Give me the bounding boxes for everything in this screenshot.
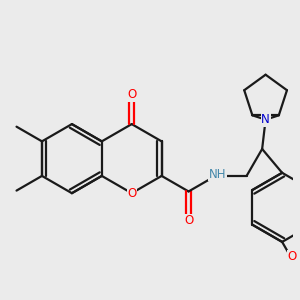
Text: O: O xyxy=(288,250,297,263)
Text: N: N xyxy=(261,113,270,126)
Text: O: O xyxy=(184,214,193,227)
Text: NH: NH xyxy=(208,168,226,181)
Text: O: O xyxy=(127,187,136,200)
Text: O: O xyxy=(127,88,136,101)
